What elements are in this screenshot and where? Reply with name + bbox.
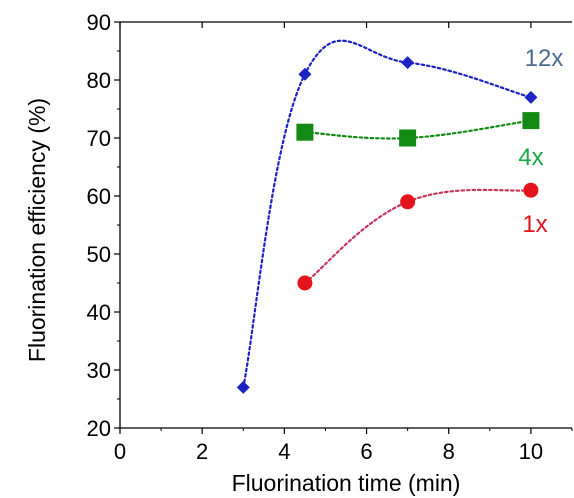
data-point-1x <box>523 182 539 198</box>
y-axis-title: Fluorination efficiency (%) <box>24 98 50 362</box>
y-tick-label: 80 <box>87 68 111 93</box>
axes <box>114 21 573 434</box>
data-point-4x <box>296 123 314 141</box>
data-point-4x <box>522 112 540 130</box>
x-tick-label: 6 <box>360 439 372 464</box>
series-curves <box>242 39 533 389</box>
tick-labels: 0 2 4 6 8 10 20 30 40 50 60 70 80 90 <box>87 10 544 464</box>
x-tick-label: 10 <box>519 439 543 464</box>
x-axis-title: Fluorination time (min) <box>232 470 461 496</box>
y-tick-label: 40 <box>87 300 111 325</box>
data-point-4x <box>399 129 417 147</box>
x-tick-label: 8 <box>443 439 455 464</box>
series-line-4x <box>303 119 533 140</box>
series-markers <box>236 56 540 394</box>
y-tick-label: 50 <box>87 242 111 267</box>
data-point-1x <box>400 194 416 210</box>
y-tick-label: 70 <box>87 126 111 151</box>
series-line-1x <box>303 188 533 285</box>
series-line-12x <box>242 39 533 389</box>
series-label-1x: 1x <box>522 211 547 238</box>
series-labels: 12x 4x 1x <box>518 45 563 238</box>
series-label-12x: 12x <box>525 45 564 72</box>
series-label-4x: 4x <box>518 144 543 171</box>
y-tick-label: 90 <box>87 10 111 35</box>
x-tick-label: 0 <box>114 439 126 464</box>
y-tick-label: 30 <box>87 358 111 383</box>
data-point-12x <box>524 90 538 104</box>
y-tick-label: 60 <box>87 184 111 209</box>
x-tick-label: 2 <box>196 439 208 464</box>
data-point-1x <box>297 275 313 291</box>
axis-titles: Fluorination time (min) Fluorination eff… <box>24 98 460 496</box>
x-tick-label: 4 <box>278 439 290 464</box>
y-tick-label: 20 <box>87 416 111 441</box>
data-point-12x <box>298 67 312 81</box>
data-point-12x <box>401 56 415 70</box>
data-point-12x <box>236 380 250 394</box>
